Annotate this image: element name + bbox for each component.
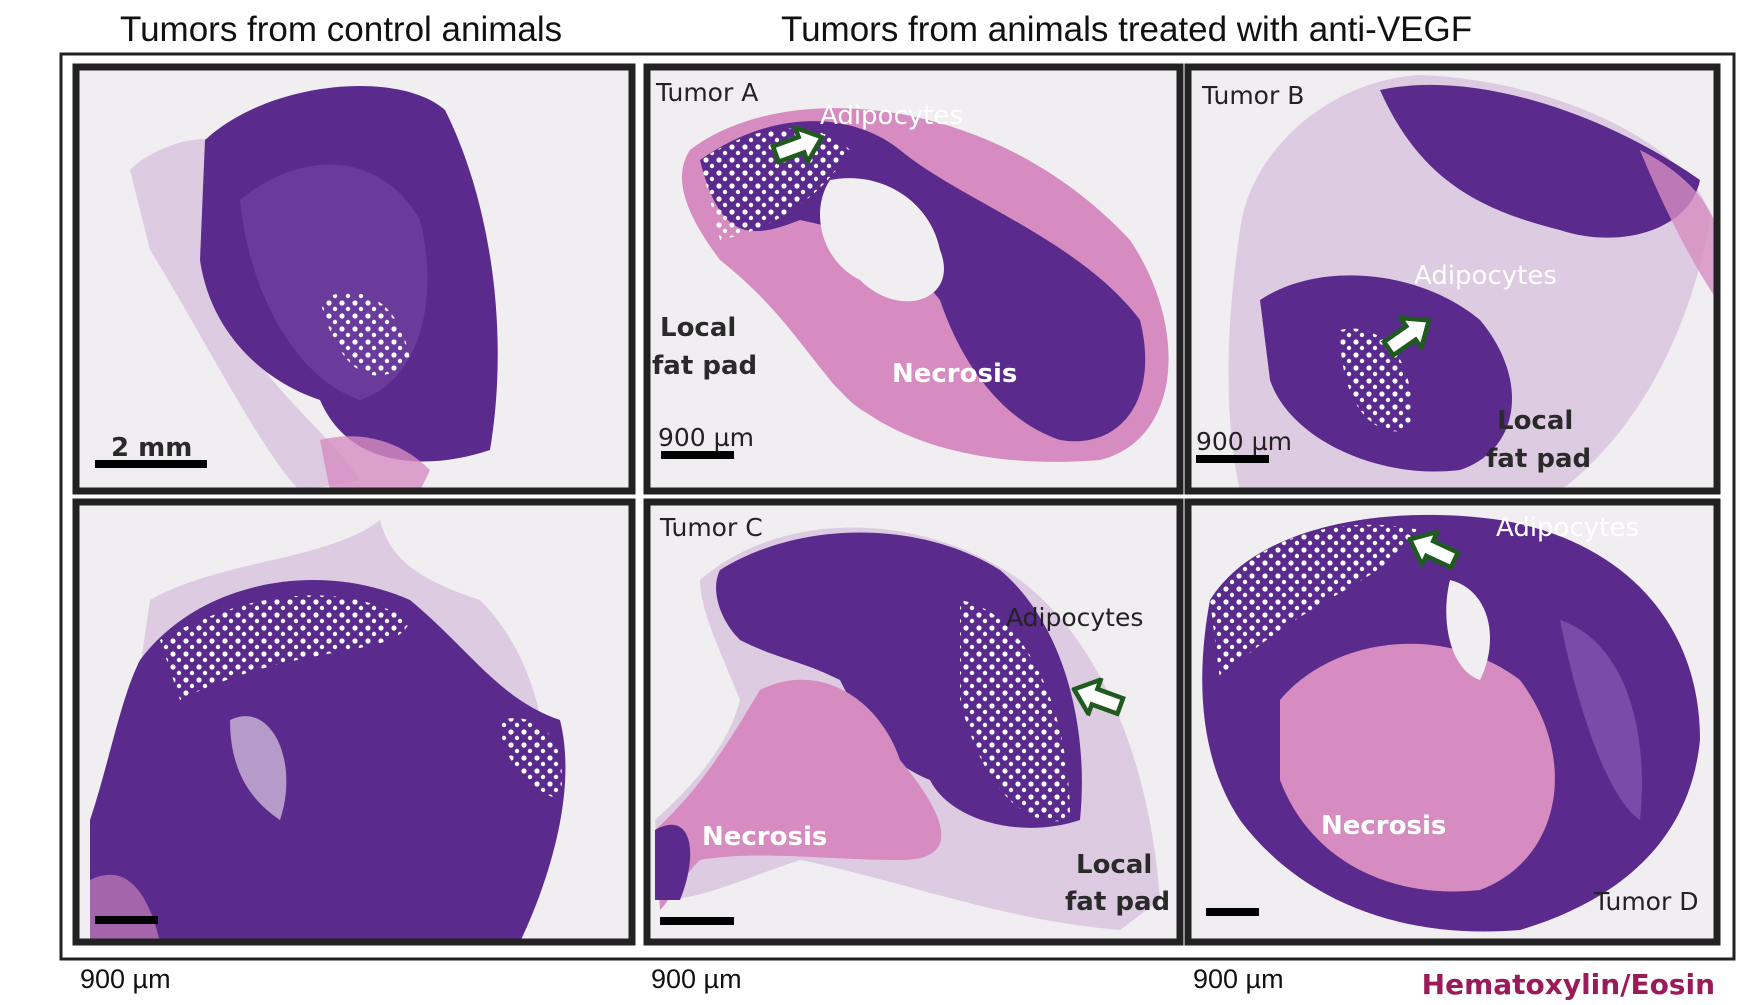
panel-frame bbox=[643, 498, 1184, 946]
right-title: Tumors from animals treated with anti-VE… bbox=[781, 10, 1472, 49]
scale-label: 900 µm bbox=[1196, 427, 1292, 456]
fat-pad-label: fat pad bbox=[652, 351, 757, 381]
fat-pad-label: fat pad bbox=[1486, 444, 1591, 474]
necrosis-label: Necrosis bbox=[892, 359, 1017, 389]
scale-bar bbox=[1206, 908, 1259, 916]
local-label: Local bbox=[1497, 406, 1573, 436]
scale-bar bbox=[1196, 455, 1269, 463]
scale-label: 900 µm bbox=[658, 423, 754, 452]
fat-pad-label: fat pad bbox=[1065, 887, 1170, 917]
left-title: Tumors from control animals bbox=[120, 10, 562, 49]
panel-title: Tumor C bbox=[659, 513, 763, 542]
panel-frame bbox=[72, 63, 636, 495]
panel-frame bbox=[72, 498, 636, 946]
panel-tumor-d bbox=[1188, 502, 1717, 942]
panel-title: Tumor D bbox=[1593, 887, 1698, 916]
panel-frame bbox=[1184, 63, 1721, 495]
panel-tumor-c bbox=[647, 502, 1180, 942]
local-label: Local bbox=[660, 313, 736, 343]
necrosis-label: Necrosis bbox=[1321, 811, 1446, 841]
scale-caption: 900 µm bbox=[1193, 964, 1284, 994]
panel-title: Tumor A bbox=[655, 78, 758, 107]
scale-bar bbox=[95, 916, 158, 924]
adipocytes-label: Adipocytes bbox=[1496, 513, 1639, 543]
adipocytes-label: Adipocytes bbox=[1006, 603, 1143, 632]
panel-tumor-b bbox=[1188, 67, 1717, 491]
scale-label: 2 mm bbox=[111, 433, 192, 463]
scale-caption: 900 µm bbox=[80, 964, 171, 994]
panel-control-bottom bbox=[76, 502, 632, 942]
panel-frame bbox=[643, 63, 1184, 495]
panel-frame bbox=[1184, 498, 1721, 946]
adipocytes-label: Adipocytes bbox=[820, 101, 963, 131]
scale-caption: 900 µm bbox=[651, 964, 742, 994]
panel-control-top bbox=[76, 67, 632, 491]
necrosis-label: Necrosis bbox=[702, 822, 827, 852]
scale-bar bbox=[95, 460, 207, 468]
panel-title: Tumor B bbox=[1201, 81, 1304, 110]
panel-tumor-a bbox=[647, 67, 1180, 491]
scale-bar bbox=[660, 917, 734, 925]
local-label: Local bbox=[1076, 850, 1152, 880]
outer-frame bbox=[59, 52, 1736, 961]
stain-label: Hematoxylin/Eosin bbox=[1422, 968, 1715, 1001]
adipocytes-label: Adipocytes bbox=[1414, 261, 1557, 291]
scale-bar bbox=[661, 451, 734, 459]
